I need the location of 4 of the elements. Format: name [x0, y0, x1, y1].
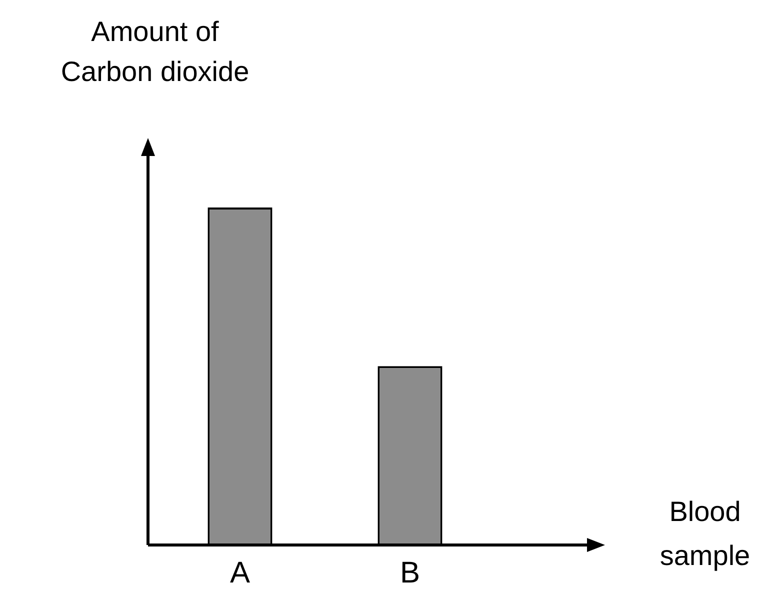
- y-axis-title: Amount of Carbon dioxide: [60, 15, 250, 89]
- x-tick-label: B: [400, 556, 420, 590]
- x-axis-title: Blood sample: [658, 495, 752, 573]
- x-tick-label: A: [230, 556, 250, 590]
